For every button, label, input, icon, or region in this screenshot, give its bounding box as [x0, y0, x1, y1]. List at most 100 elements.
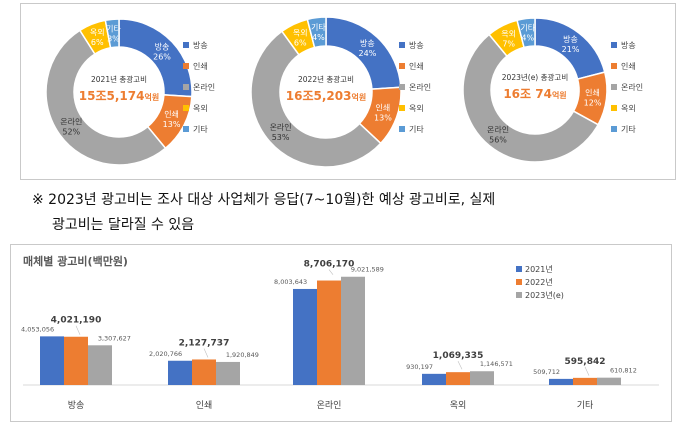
legend-label: 기타	[409, 125, 424, 134]
legend-label: 온라인	[621, 82, 643, 92]
data-label: 3,307,627	[98, 334, 131, 342]
slice-label: 온라인	[60, 117, 82, 127]
donut-slice-기타	[104, 18, 120, 49]
slice-percent: 26%	[153, 53, 171, 62]
donut-center-title: 2023년(e) 총광고비	[502, 72, 568, 82]
donut-center-total: 16조 74억원	[503, 87, 566, 101]
slice-percent: 12%	[584, 98, 602, 107]
data-label: 2,127,737	[179, 338, 230, 348]
legend-swatch	[611, 63, 617, 69]
slice-percent: 3%	[107, 34, 120, 43]
slice-percent: 13%	[374, 113, 392, 122]
bar-방송-2022년	[64, 336, 88, 385]
chart-title: 매체별 광고비(백만원)	[23, 254, 128, 268]
donut-slice-온라인	[45, 29, 167, 166]
leader-line	[203, 348, 209, 358]
legend-swatch	[183, 126, 189, 132]
category-label: 방송	[68, 400, 85, 411]
bar-온라인-2023년(e)	[341, 276, 365, 385]
data-label: 4,053,056	[21, 325, 54, 333]
donut-center-title: 2022년 총광고비	[298, 74, 354, 84]
data-label: 1,146,571	[480, 360, 513, 368]
category-label: 기타	[577, 400, 594, 411]
slice-percent: 4%	[521, 33, 534, 42]
donut-slice-기타	[516, 17, 536, 49]
data-label: 595,842	[565, 357, 606, 367]
slice-percent: 6%	[294, 38, 307, 47]
bar-기타-2023년(e)	[597, 377, 621, 385]
legend-label: 인쇄	[621, 61, 636, 71]
data-label: 1,920,849	[226, 351, 259, 359]
data-label: 509,712	[533, 368, 560, 376]
slice-label: 인쇄	[164, 109, 179, 119]
data-label: 8,706,170	[304, 260, 355, 270]
slice-label: 기타	[106, 24, 121, 33]
legend-label: 방송	[621, 40, 636, 50]
leader-line	[75, 325, 81, 335]
legend-swatch	[183, 63, 189, 69]
legend-label: 온라인	[193, 82, 215, 92]
slice-percent: 6%	[91, 38, 104, 47]
bar-방송-2021년	[40, 336, 64, 385]
legend-swatch	[399, 84, 405, 90]
legend-swatch	[611, 105, 617, 111]
slice-label: 기타	[520, 23, 535, 32]
legend-label: 인쇄	[193, 61, 208, 71]
legend-swatch	[183, 84, 189, 90]
bar-온라인-2022년	[317, 280, 341, 385]
slice-percent: 21%	[562, 45, 580, 54]
bar-인쇄-2023년(e)	[216, 361, 240, 385]
donut-slice-기타	[306, 16, 327, 49]
slice-percent: 7%	[502, 39, 515, 48]
bar-옥외-2022년	[446, 372, 470, 385]
donut-slice-온라인	[250, 30, 382, 168]
slice-label: 옥외	[293, 27, 308, 37]
legend-label: 인쇄	[409, 61, 424, 71]
data-label: 2,020,766	[149, 350, 182, 358]
slice-percent: 13%	[163, 120, 181, 129]
slice-label: 인쇄	[376, 102, 391, 112]
bar-인쇄-2022년	[192, 359, 216, 385]
data-label: 8,003,643	[274, 278, 307, 286]
legend-swatch	[611, 126, 617, 132]
bar-옥외-2021년	[422, 373, 446, 385]
legend-label: 옥외	[193, 103, 208, 113]
note-line-2: 광고비는 달라질 수 있음	[52, 217, 195, 233]
donut-slice-온라인	[462, 33, 600, 163]
category-label: 인쇄	[196, 400, 213, 411]
data-label: 4,021,190	[51, 316, 102, 326]
legend-label: 옥외	[621, 103, 636, 113]
legend-swatch	[611, 42, 617, 48]
series-legend-label: 2022년	[525, 277, 553, 287]
donut-center-title: 2021년 총광고비	[91, 74, 147, 84]
bar-방송-2023년(e)	[88, 345, 112, 385]
bar-기타-2021년	[549, 378, 573, 385]
legend-swatch	[399, 126, 405, 132]
data-label: 9,021,589	[351, 266, 384, 274]
donut-center-total: 15조5,174억원	[79, 89, 159, 103]
slice-percent: 52%	[62, 128, 80, 137]
slice-label: 기타	[311, 23, 326, 32]
slice-percent: 56%	[489, 136, 507, 145]
legend-swatch	[183, 105, 189, 111]
data-label: 610,812	[610, 367, 637, 375]
bar-옥외-2023년(e)	[470, 371, 494, 385]
series-legend-swatch	[516, 266, 522, 272]
slice-label: 방송	[155, 42, 170, 52]
legend-label: 기타	[193, 125, 208, 134]
leader-line	[457, 361, 463, 370]
data-label: 1,069,335	[433, 351, 484, 361]
bar-인쇄-2021년	[168, 360, 192, 385]
series-legend-label: 2021년	[525, 264, 553, 274]
legend-swatch	[399, 63, 405, 69]
bar-온라인-2021년	[293, 288, 317, 385]
donut-center-total: 16조5,203억원	[286, 89, 366, 103]
legend-swatch	[399, 105, 405, 111]
slice-label: 온라인	[487, 125, 509, 135]
note-line-1: ※ 2023년 광고비는 조사 대상 사업체가 응답(7~10월)한 예상 광고…	[32, 192, 496, 208]
